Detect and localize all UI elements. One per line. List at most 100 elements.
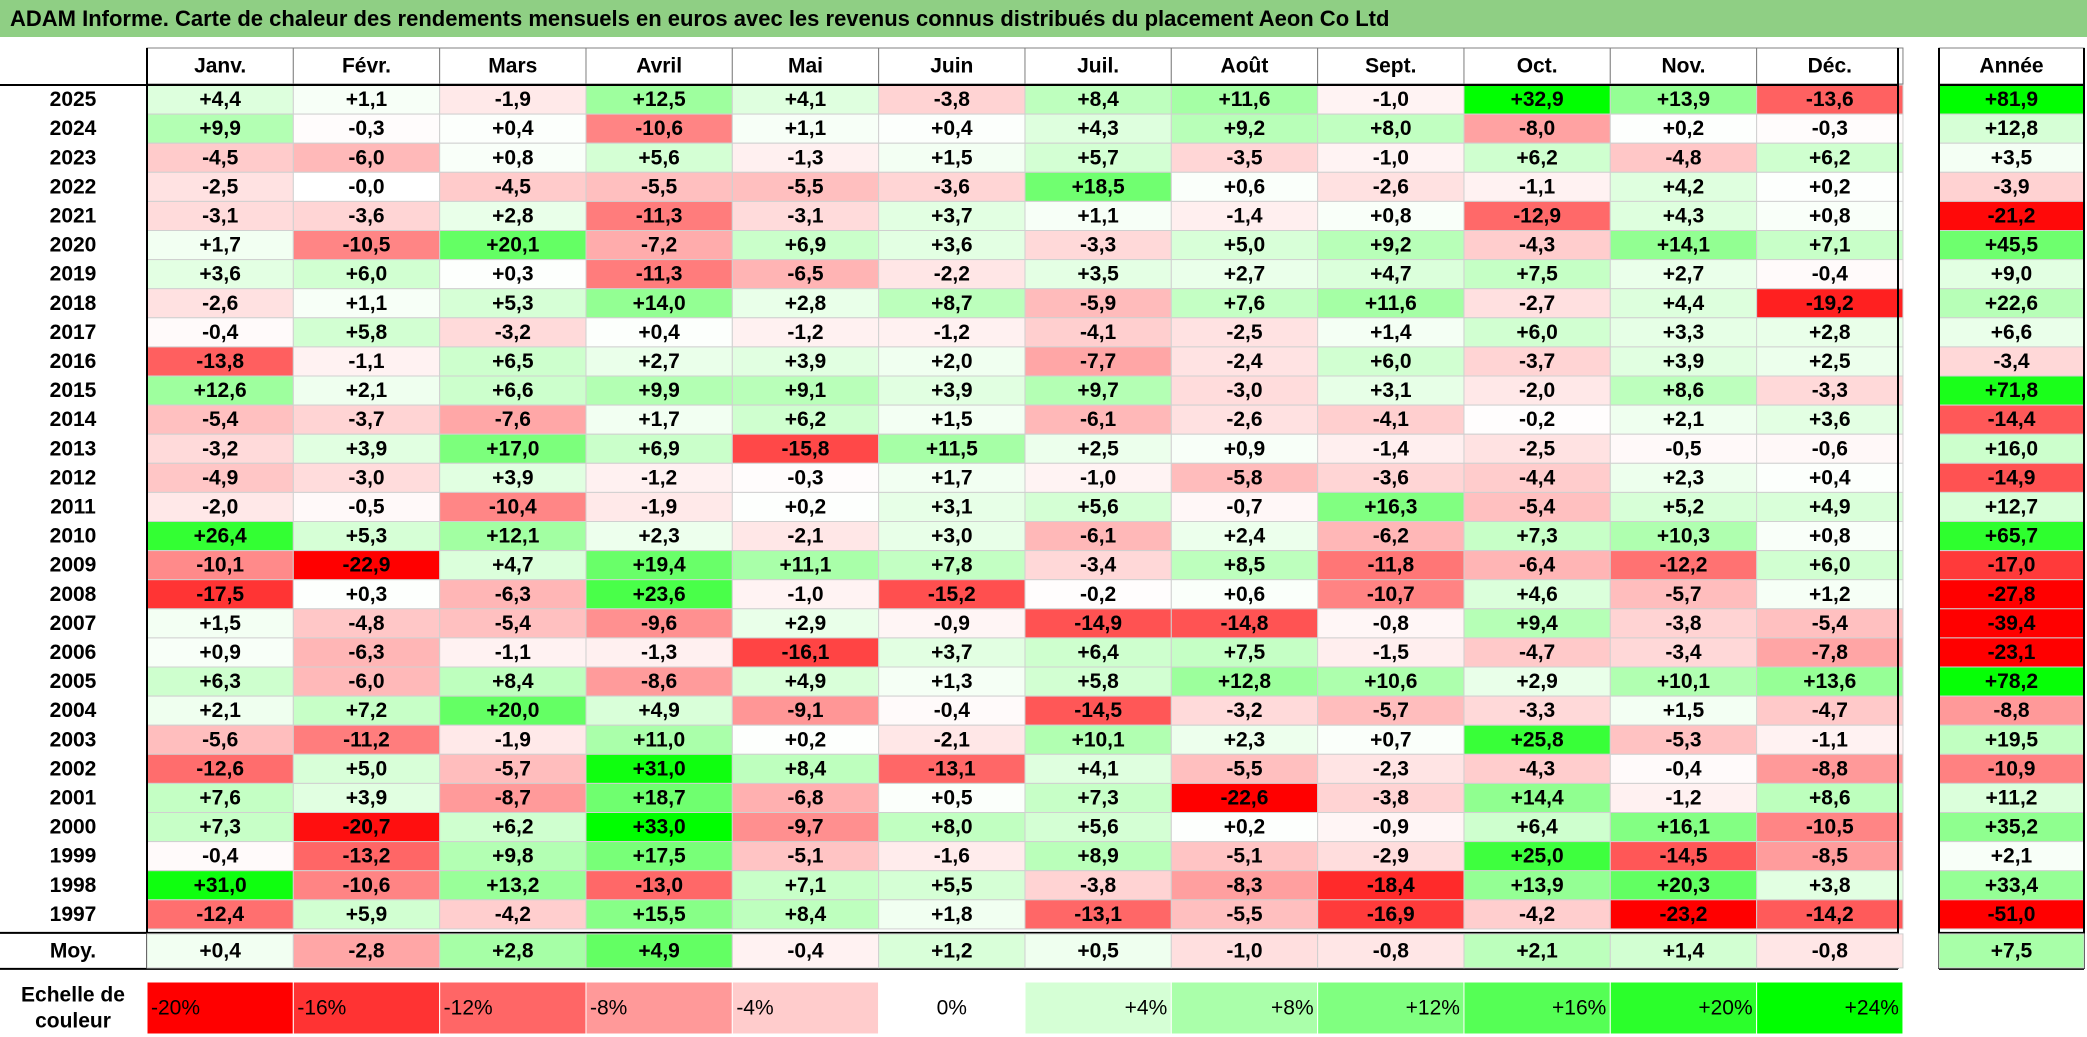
scale-swatch (585, 981, 733, 1035)
year-total-value: +22,6 (1985, 292, 2038, 315)
heatmap-cell-value: -8,8 (1812, 757, 1849, 780)
month-header-label: Mai (788, 55, 823, 78)
heatmap-cell (146, 695, 294, 726)
year-total-header-label: Année (1979, 55, 2043, 78)
heatmap-cell (1609, 870, 1758, 901)
average-cell (439, 933, 587, 969)
heatmap-cell (292, 142, 441, 173)
heatmap-cell-value: +0,8 (1809, 204, 1851, 227)
heatmap-cell-value: +9,7 (1077, 379, 1118, 402)
heatmap-cell-value: +7,3 (1516, 525, 1557, 548)
heatmap-cell-value: -1,2 (787, 321, 823, 344)
heatmap-cell (1463, 695, 1611, 726)
heatmap-cell (439, 899, 587, 930)
scale-swatch-label: +16% (1552, 997, 1606, 1020)
month-header-label: Janv. (194, 55, 246, 78)
heatmap-cell-value: -13,8 (196, 350, 244, 373)
year-total-value: +35,2 (1985, 816, 2038, 839)
heatmap-cell (878, 375, 1026, 406)
heatmap-cell-value: +1,1 (346, 88, 388, 111)
heatmap-cell (731, 521, 880, 552)
heatmap-cell-value: -3,6 (934, 175, 970, 198)
heatmap-cell (1170, 433, 1319, 464)
heatmap-cell-value: -14,2 (1806, 903, 1854, 926)
heatmap-cell (1609, 404, 1758, 435)
year-total-value: -17,0 (1988, 554, 2036, 577)
heatmap-cell-value: +19,4 (633, 554, 686, 577)
heatmap-cell (1024, 637, 1172, 668)
month-header-label: Juil. (1077, 55, 1119, 78)
heatmap-cell-value: -3,4 (1665, 641, 1702, 664)
heatmap-cell-value: +0,3 (492, 263, 533, 286)
year-total-value: -3,4 (1993, 350, 2030, 373)
heatmap-cell-value: -3,8 (1080, 874, 1117, 897)
scale-swatch-label: -8% (590, 997, 627, 1020)
heatmap-cell-value: -3,2 (1226, 699, 1262, 722)
heatmap-cell-value: +3,7 (931, 204, 972, 227)
heatmap-cell-value: -7,7 (1080, 350, 1116, 373)
heatmap-cell (1609, 491, 1758, 522)
heatmap-cell-value: +0,2 (1809, 175, 1850, 198)
year-total-value: -14,9 (1988, 466, 2036, 489)
heatmap-cell-value: +4,3 (1663, 204, 1704, 227)
page-title: ADAM Informe. Carte de chaleur des rende… (0, 0, 2087, 37)
heatmap-cell (1024, 550, 1172, 581)
row-year-label: 2006 (50, 641, 97, 664)
heatmap-cell (1463, 142, 1611, 173)
heatmap-cell-value: +1,3 (931, 670, 972, 693)
scale-swatch (1756, 981, 1904, 1035)
heatmap-cell-value: -9,6 (641, 612, 677, 635)
heatmap-cell-value: +2,5 (1077, 437, 1119, 460)
scale-swatch-label: +12% (1406, 997, 1460, 1020)
scale-swatch (146, 981, 294, 1035)
heatmap-cell-value: +31,0 (194, 874, 247, 897)
month-header-cell (585, 47, 733, 85)
row-year-label: 2008 (50, 583, 97, 606)
heatmap-cell-value: +2,8 (1809, 321, 1851, 344)
heatmap-cell-value: +16,3 (1364, 495, 1417, 518)
heatmap-cell-value: -1,1 (348, 350, 385, 373)
heatmap-cell-value: -3,0 (348, 466, 384, 489)
heatmap-cell (1756, 812, 1904, 843)
heatmap-cell (1317, 491, 1465, 522)
heatmap-cell (439, 142, 587, 173)
heatmap-cell-value: +3,9 (346, 786, 387, 809)
heatmap-cell-value: +11,0 (633, 728, 685, 751)
heatmap-cell-value: +0,4 (638, 321, 680, 344)
heatmap-cell-value: -12,2 (1660, 554, 1708, 577)
heatmap-cell-value: -3,7 (1519, 350, 1555, 373)
heatmap-cell (439, 346, 587, 377)
heatmap-cell-value: -1,2 (641, 466, 677, 489)
heatmap-cell (439, 288, 587, 319)
heatmap-cell-value: +0,2 (785, 495, 826, 518)
heatmap-cell-value: +11,6 (1365, 292, 1417, 315)
heatmap-cell (1463, 870, 1611, 901)
heatmap-cell-value: -3,8 (1665, 612, 1702, 635)
heatmap-cell (1170, 870, 1319, 901)
heatmap-cell (1170, 841, 1319, 872)
heatmap-cell (439, 375, 587, 406)
heatmap-cell-value: +0,6 (1224, 175, 1265, 198)
average-cell-value: +2,1 (1516, 939, 1558, 962)
heatmap-cell-value: +10,3 (1657, 525, 1710, 548)
heatmap-cell-value: -0,8 (1373, 612, 1410, 635)
heatmap-cell-value: -2,0 (202, 495, 238, 518)
heatmap-cell-value: -1,0 (1080, 466, 1116, 489)
heatmap-cell-value: -1,0 (787, 583, 823, 606)
year-total-value: +9,0 (1991, 263, 2032, 286)
heatmap-cell (1024, 812, 1172, 843)
year-total-value: +6,6 (1991, 321, 2032, 344)
heatmap-cell-value: -5,7 (1665, 583, 1701, 606)
heatmap-cell-value: -4,3 (1519, 757, 1555, 780)
heatmap-cell (292, 433, 441, 464)
heatmap-cell (878, 521, 1026, 552)
heatmap-cell-value: +31,0 (633, 757, 686, 780)
heatmap-cell-value: +1,2 (1809, 583, 1850, 606)
heatmap-cell (1024, 404, 1172, 435)
heatmap-cell (1024, 579, 1172, 610)
average-cell-value: -0,4 (787, 939, 824, 962)
heatmap-cell-value: -3,3 (1812, 379, 1848, 402)
month-header-label: Déc. (1808, 55, 1852, 78)
row-year-label: 2020 (50, 234, 97, 257)
heatmap-cell-value: +6,6 (492, 379, 533, 402)
